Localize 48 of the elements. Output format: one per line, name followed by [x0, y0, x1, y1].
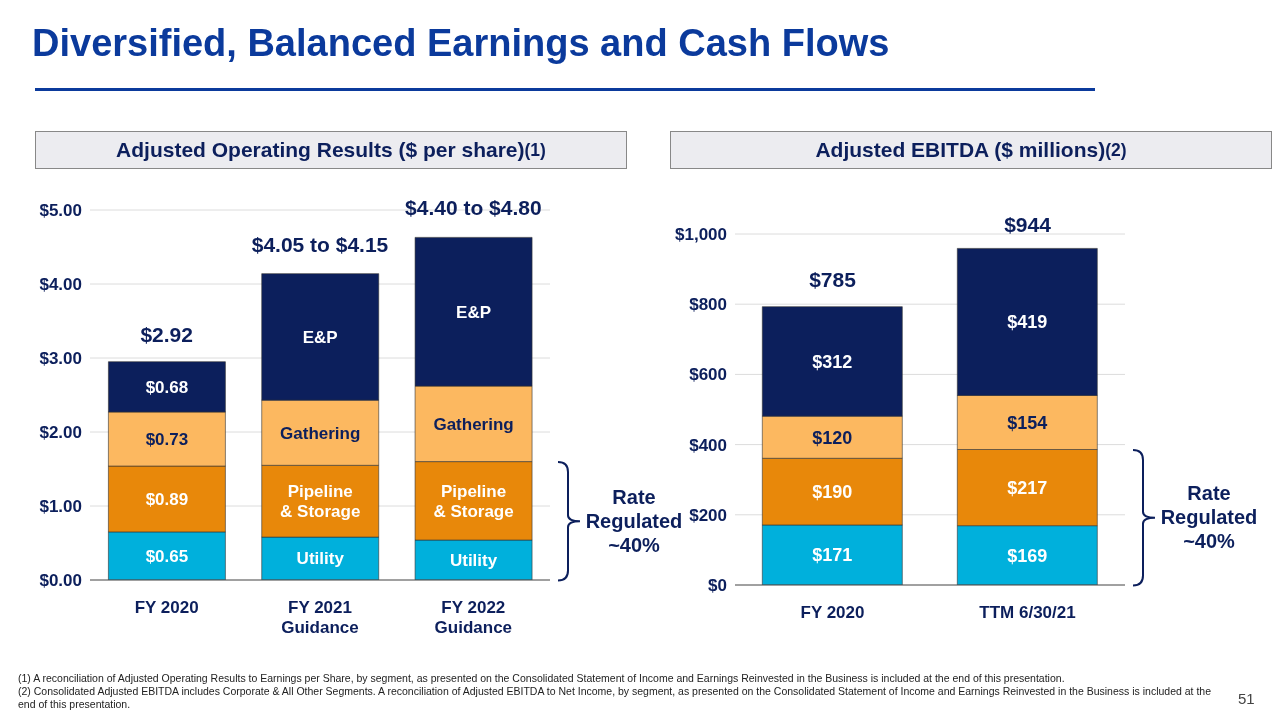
- y-tick-label: $0: [708, 576, 727, 596]
- y-tick-label: $1.00: [39, 497, 82, 517]
- data-label: E&P: [302, 327, 338, 347]
- annotation: $2.92: [140, 322, 193, 346]
- data-label: $312: [812, 351, 853, 372]
- y-tick-label: $1,000: [675, 225, 727, 245]
- data-label: Pipeline & Storage: [280, 482, 361, 521]
- data-label: $0.65: [145, 546, 189, 566]
- text: Rate Regulated ~40%: [1159, 481, 1259, 554]
- data-label: $120: [812, 427, 853, 448]
- y-tick-label: $200: [689, 505, 727, 525]
- data-label: $169: [1007, 545, 1048, 566]
- annotation: $4.05 to $4.15: [251, 232, 389, 256]
- y-tick-label: $5.00: [39, 201, 82, 221]
- y-tick-label: $400: [689, 435, 727, 455]
- x-tick-label: FY 2020: [800, 603, 865, 622]
- annotation: $785: [809, 268, 857, 292]
- text: (2) Consolidated Adjusted EBITDA includes Corporate & All Other Segments. A reconciliation of Adjusted EBITDA to Net Income, by segment, as presented on the Consolidated Statement of Income and Earnings Reinvested in the Business is included at the end of this presentation.: [18, 685, 1212, 711]
- data-label: E&P: [456, 302, 492, 322]
- y-tick-label: $600: [689, 365, 727, 385]
- annotation: $944: [1004, 212, 1052, 236]
- data-label: $171: [812, 545, 853, 566]
- data-label: Gathering: [280, 423, 361, 443]
- x-tick-label: FY 2020: [134, 598, 199, 617]
- y-tick-label: $3.00: [39, 349, 82, 369]
- annotation: $4.40 to $4.80: [405, 196, 542, 220]
- data-label: $0.73: [145, 429, 189, 449]
- x-tick-label: FY 2021 Guidance: [281, 598, 359, 637]
- data-label: $0.89: [145, 489, 189, 509]
- text: Rate Regulated ~40%: [584, 484, 684, 557]
- y-tick-label: $4.00: [39, 275, 82, 295]
- y-tick-label: $800: [689, 295, 727, 315]
- data-label: $154: [1007, 412, 1048, 433]
- data-label: Pipeline & Storage: [433, 481, 514, 521]
- text: 51: [1238, 690, 1255, 707]
- data-label: $419: [1007, 312, 1048, 333]
- x-tick-label: TTM 6/30/21: [979, 603, 1076, 622]
- data-label: $0.68: [145, 377, 189, 397]
- data-label: Utility: [449, 550, 498, 570]
- data-label: Utility: [296, 549, 345, 569]
- y-tick-label: $0.00: [39, 571, 82, 591]
- x-tick-label: FY 2022 Guidance: [434, 598, 513, 637]
- data-label: Gathering: [433, 414, 514, 434]
- y-tick-label: $2.00: [39, 423, 82, 443]
- chart-title: Diversified, Balanced Earnings and Cash Flows: [32, 22, 890, 65]
- data-label: $190: [812, 481, 853, 502]
- text: (1) A reconciliation of Adjusted Operating Results to Earnings per Share, by segment, as presented on the Consolidated Statement of Income and Earnings Reinvested in the Business is included at the end of this presentation.: [18, 672, 1066, 685]
- data-label: $217: [1007, 477, 1048, 498]
